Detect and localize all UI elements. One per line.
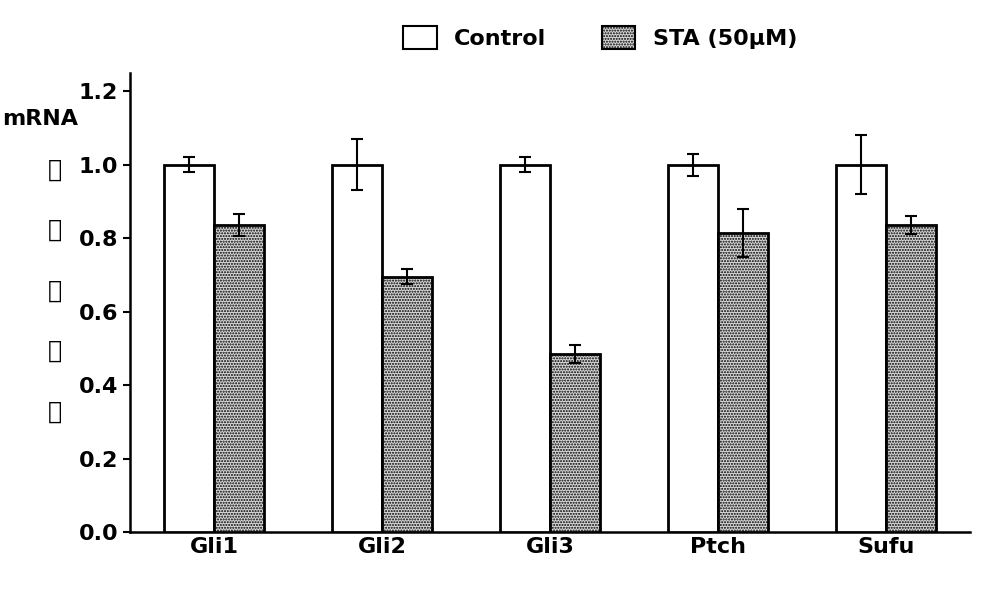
Legend: Control, STA (50μM): Control, STA (50μM): [397, 19, 804, 56]
Text: 量: 量: [48, 399, 62, 423]
Text: 达: 达: [48, 339, 62, 363]
Bar: [718, 232, 768, 532]
Bar: [668, 165, 718, 532]
Bar: [886, 225, 936, 532]
Bar: [836, 165, 886, 532]
Bar: [332, 165, 382, 532]
Bar: [382, 276, 432, 532]
Text: mRNA: mRNA: [2, 109, 78, 129]
Text: 表: 表: [48, 278, 62, 302]
Bar: [500, 165, 550, 532]
Bar: [550, 354, 600, 532]
Text: 相: 相: [48, 157, 62, 182]
Bar: [164, 165, 214, 532]
Text: 对: 对: [48, 218, 62, 242]
Bar: [214, 225, 264, 532]
